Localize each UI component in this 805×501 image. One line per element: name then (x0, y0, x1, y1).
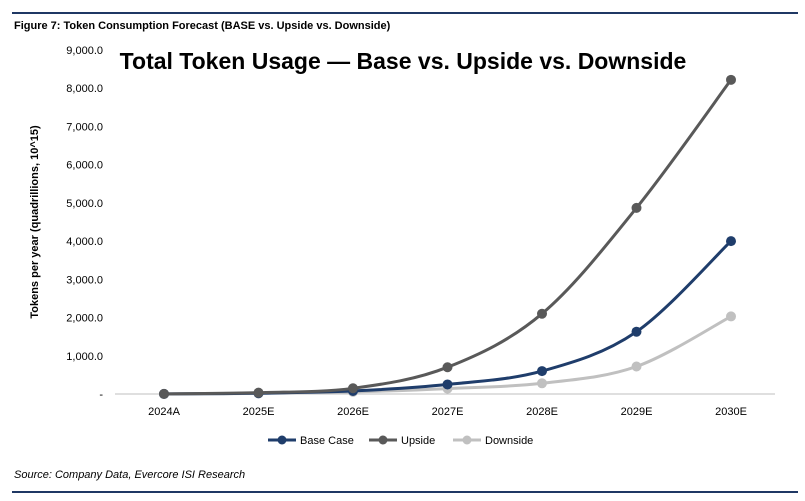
data-point-upside (159, 388, 169, 399)
figure-caption: Figure 7: Token Consumption Forecast (BA… (14, 20, 391, 32)
series-upside (159, 74, 736, 399)
data-point-base-case (537, 366, 547, 377)
data-point-upside (726, 74, 736, 85)
y-axis-title: Tokens per year (quadrillions, 10^15) (29, 125, 41, 319)
legend-item-base-case: Base Case (268, 435, 354, 447)
x-tick-label: 2027E (432, 406, 464, 418)
x-tick-label: 2028E (526, 406, 558, 418)
series-base-case (159, 236, 736, 399)
legend: Base Case Upside Downside (268, 435, 533, 447)
legend-label-downside: Downside (485, 435, 533, 447)
x-tick-label: 2029E (621, 406, 653, 418)
x-tick-label: 2026E (337, 406, 369, 418)
data-point-upside (348, 383, 358, 394)
data-point-downside (537, 378, 547, 389)
legend-item-downside: Downside (453, 435, 533, 447)
data-point-upside (253, 387, 264, 398)
legend-marker-base-case (277, 435, 287, 445)
data-point-upside (442, 362, 453, 373)
y-tick-label: 5,000.0 (66, 198, 103, 210)
legend-marker-upside (378, 435, 388, 445)
y-axis-ticks: - 1,000.0 2,000.0 3,000.0 4,000.0 5,000.0 6,00… (66, 45, 103, 401)
data-point-base-case (442, 379, 453, 390)
series-line-upside (163, 78, 733, 396)
legend-item-upside: Upside (369, 435, 435, 447)
data-point-base-case (631, 326, 642, 337)
y-tick-label: 9,000.0 (66, 45, 103, 57)
data-point-downside (631, 361, 642, 372)
data-point-upside (631, 202, 642, 213)
series-layer (159, 74, 736, 399)
data-point-downside (726, 311, 736, 322)
top-rule (12, 12, 798, 14)
y-tick-label: 7,000.0 (66, 121, 103, 133)
legend-marker-downside (462, 435, 472, 445)
y-tick-label: - (99, 389, 103, 401)
chart-title: Total Token Usage — Base vs. Upside vs. … (120, 48, 687, 74)
data-point-upside (537, 308, 547, 319)
y-tick-label: 3,000.0 (66, 274, 103, 286)
source-note: Source: Company Data, Evercore ISI Resea… (14, 469, 246, 481)
bottom-rule (12, 491, 798, 493)
y-tick-label: 1,000.0 (66, 351, 103, 363)
legend-label-upside: Upside (401, 435, 435, 447)
data-point-base-case (726, 236, 736, 247)
y-tick-label: 4,000.0 (66, 236, 103, 248)
x-tick-label: 2024A (148, 406, 180, 418)
y-tick-label: 8,000.0 (66, 83, 103, 95)
y-tick-label: 6,000.0 (66, 160, 103, 172)
x-tick-label: 2025E (243, 406, 275, 418)
x-axis-ticks: 2024A 2025E 2026E 2027E 2028E 2029E 2030E (148, 406, 747, 418)
x-tick-label: 2030E (715, 406, 747, 418)
legend-label-base-case: Base Case (300, 435, 354, 447)
y-tick-label: 2,000.0 (66, 313, 103, 325)
